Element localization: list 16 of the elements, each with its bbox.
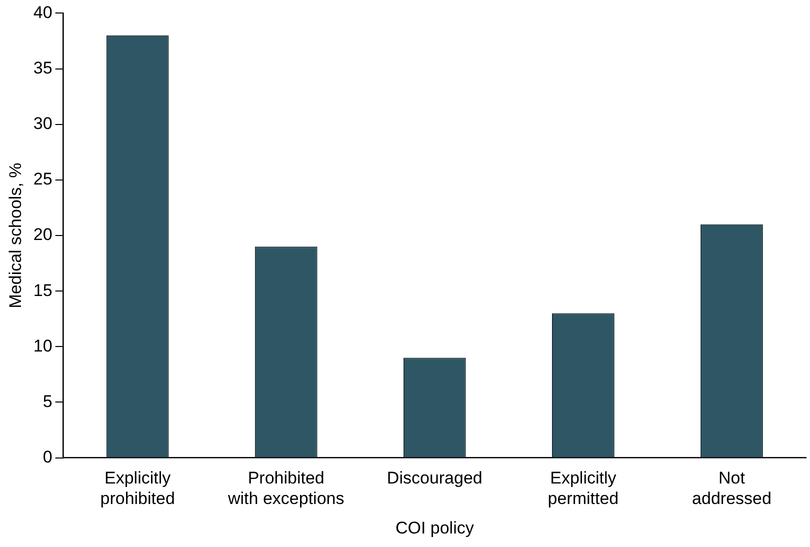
y-tick-label: 5 [42, 392, 52, 411]
x-axis-title: COI policy [395, 518, 474, 538]
y-tick-label: 20 [33, 225, 52, 244]
x-tick-label: Discouraged [386, 468, 482, 488]
y-tick-label: 10 [33, 336, 52, 356]
x-tick-label: Explicitly prohibited [100, 468, 175, 508]
x-tick-label: Explicitly permitted [548, 468, 619, 508]
y-axis-title: Medical schools, % [6, 162, 25, 308]
y-tick-label: 15 [33, 280, 52, 300]
y-tick-label: 35 [33, 58, 52, 78]
x-tick-label: Not addressed [692, 468, 772, 508]
y-tick-label: 0 [42, 447, 52, 466]
y-tick-label: 25 [33, 170, 52, 189]
y-tick-label: 40 [33, 2, 52, 22]
x-tick-label: Prohibited with exceptions [227, 468, 344, 508]
y-tick-label: 30 [33, 114, 52, 134]
